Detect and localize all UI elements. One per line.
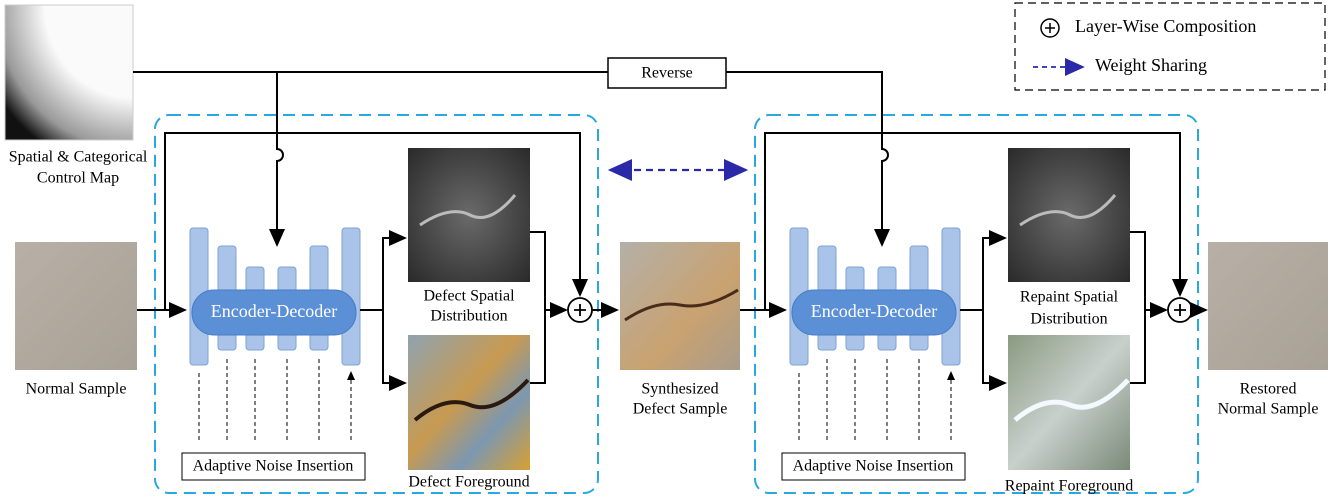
- label: Control Map: [37, 170, 119, 187]
- label: Distribution: [1030, 311, 1107, 328]
- label: Normal Sample: [26, 381, 127, 398]
- label: Reverse: [641, 65, 693, 82]
- legend-label: Weight Sharing: [1095, 55, 1207, 75]
- label: Adaptive Noise Insertion: [193, 458, 354, 475]
- label: Defect Spatial: [423, 288, 515, 305]
- control-map: [5, 5, 133, 140]
- label: Repaint Spatial: [1020, 289, 1119, 306]
- label: Defect Foreground: [408, 474, 529, 491]
- label: Encoder-Decoder: [811, 301, 938, 321]
- restored-image: [1208, 242, 1328, 370]
- label: Distribution: [430, 308, 507, 325]
- label: Spatial & Categorical: [9, 149, 148, 166]
- normal-sample-image: [15, 242, 137, 370]
- repaint-encoder: Encoder-Decoder Adaptive Noise Insertion: [782, 228, 965, 480]
- label: Defect Sample: [633, 401, 728, 418]
- label: Restored: [1240, 381, 1297, 398]
- legend-label: Layer-Wise Composition: [1075, 16, 1256, 36]
- synthesis-encoder: Encoder-Decoder Adaptive Noise Insertion: [182, 228, 365, 480]
- label: Adaptive Noise Insertion: [793, 458, 954, 475]
- legend: Layer-Wise Composition Weight Sharing: [1015, 3, 1325, 90]
- diagram: Layer-Wise Composition Weight Sharing Sp…: [0, 0, 1330, 498]
- label: Synthesized: [641, 381, 718, 398]
- label: Normal Sample: [1218, 401, 1319, 418]
- label: Repaint Foreground: [1005, 478, 1133, 495]
- label: Encoder-Decoder: [211, 301, 338, 321]
